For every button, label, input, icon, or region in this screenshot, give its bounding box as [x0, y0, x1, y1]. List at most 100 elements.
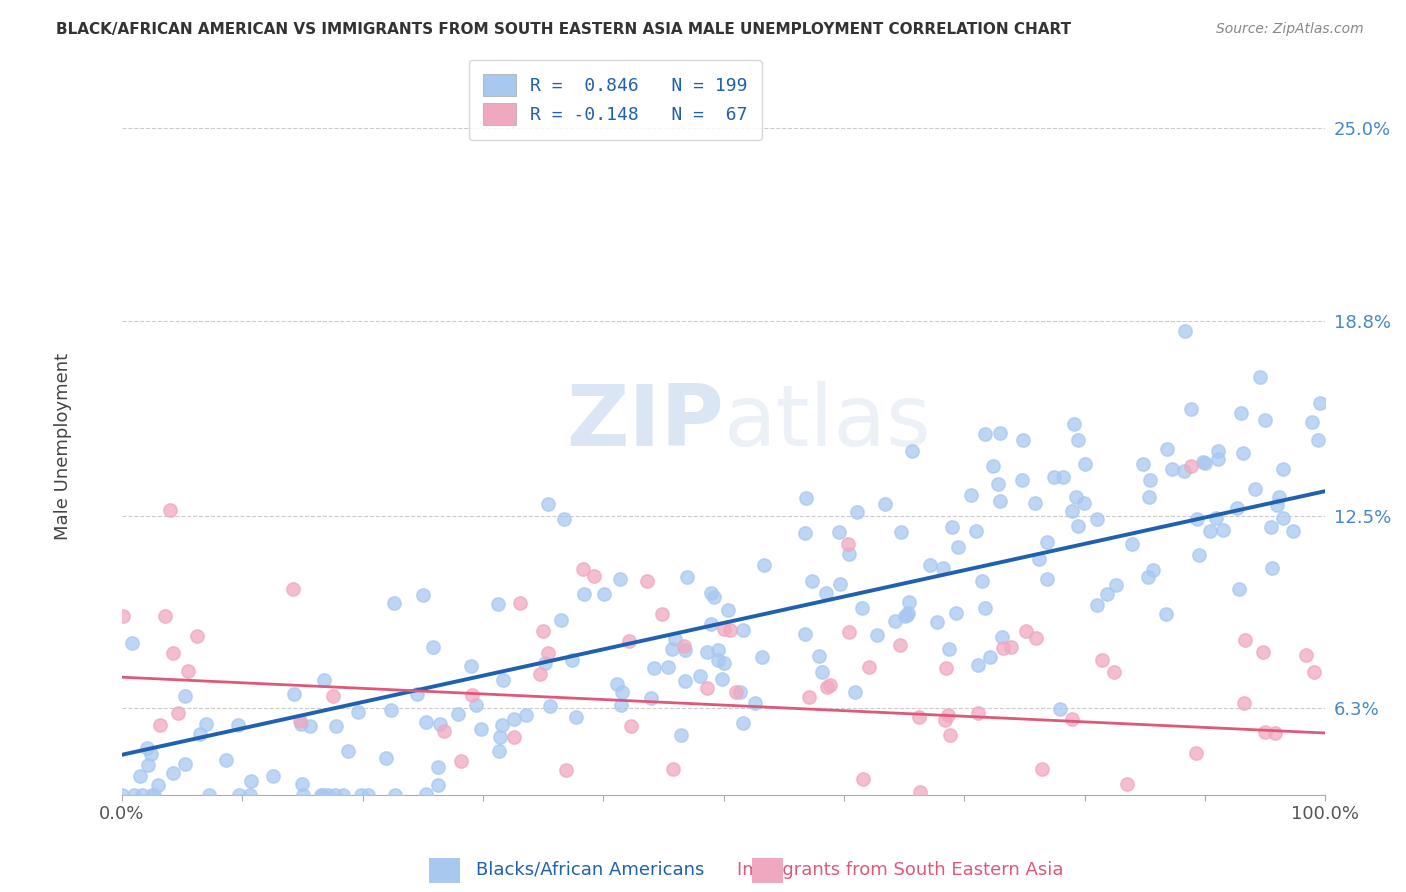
- Point: [536, 497, 558, 511]
- Point: [124, 788, 146, 802]
- Point: [718, 624, 741, 638]
- Point: [502, 712, 524, 726]
- Point: [696, 645, 718, 659]
- Point: [865, 628, 887, 642]
- Point: [700, 617, 723, 632]
- Point: [717, 602, 740, 616]
- Point: [509, 596, 531, 610]
- Point: [141, 788, 163, 802]
- Point: [794, 491, 817, 505]
- Point: [1060, 504, 1083, 518]
- Point: [988, 494, 1011, 508]
- Point: [609, 698, 631, 712]
- Point: [1232, 446, 1254, 460]
- Point: [239, 788, 262, 802]
- Point: [890, 524, 912, 539]
- Point: [988, 426, 1011, 441]
- Point: [744, 696, 766, 710]
- Point: [672, 639, 695, 653]
- Point: [873, 497, 896, 511]
- Text: ZIP: ZIP: [567, 382, 724, 465]
- Point: [643, 660, 665, 674]
- Point: [1271, 510, 1294, 524]
- Point: [215, 753, 238, 767]
- Point: [981, 458, 1004, 473]
- Point: [815, 586, 838, 600]
- Point: [291, 788, 314, 802]
- Point: [1174, 324, 1197, 338]
- Point: [554, 763, 576, 777]
- Point: [384, 788, 406, 802]
- Point: [534, 656, 557, 670]
- Point: [186, 629, 208, 643]
- Point: [565, 709, 588, 723]
- Point: [283, 687, 305, 701]
- Point: [1244, 482, 1267, 496]
- Point: [1301, 415, 1323, 429]
- Point: [1142, 563, 1164, 577]
- Point: [797, 690, 820, 704]
- Point: [1024, 496, 1046, 510]
- Point: [651, 607, 673, 621]
- Point: [136, 758, 159, 772]
- Point: [640, 690, 662, 705]
- Point: [671, 729, 693, 743]
- Text: atlas: atlas: [724, 382, 932, 465]
- Point: [1116, 777, 1139, 791]
- Point: [696, 681, 718, 696]
- Point: [426, 760, 449, 774]
- Point: [1205, 510, 1227, 524]
- Point: [1198, 524, 1220, 539]
- Point: [571, 561, 593, 575]
- Point: [350, 788, 373, 802]
- Point: [1074, 457, 1097, 471]
- Point: [1226, 501, 1249, 516]
- Point: [198, 788, 221, 802]
- Point: [337, 744, 360, 758]
- Point: [987, 477, 1010, 491]
- Point: [288, 714, 311, 728]
- Point: [731, 624, 754, 638]
- Point: [852, 772, 875, 786]
- Point: [146, 778, 169, 792]
- Point: [838, 547, 860, 561]
- Point: [794, 627, 817, 641]
- Point: [572, 587, 595, 601]
- Point: [811, 665, 834, 680]
- Point: [897, 595, 920, 609]
- Point: [1249, 370, 1271, 384]
- Point: [1067, 434, 1090, 448]
- Point: [1067, 519, 1090, 533]
- Point: [322, 690, 344, 704]
- Point: [818, 678, 841, 692]
- Point: [808, 649, 831, 664]
- Point: [538, 699, 561, 714]
- Point: [1173, 464, 1195, 478]
- Point: [291, 777, 314, 791]
- Point: [1194, 456, 1216, 470]
- Point: [838, 625, 860, 640]
- Point: [967, 706, 990, 720]
- Point: [844, 685, 866, 699]
- Point: [675, 570, 697, 584]
- Point: [752, 558, 775, 572]
- Point: [1254, 413, 1277, 427]
- Text: Male Unemployment: Male Unemployment: [55, 352, 72, 540]
- Point: [155, 609, 177, 624]
- Point: [1156, 607, 1178, 621]
- Point: [979, 650, 1001, 665]
- Point: [1234, 633, 1257, 648]
- Point: [1264, 726, 1286, 740]
- Point: [713, 657, 735, 671]
- Point: [837, 537, 859, 551]
- Point: [815, 680, 838, 694]
- Point: [1043, 470, 1066, 484]
- Point: [828, 577, 851, 591]
- Point: [828, 524, 851, 539]
- Point: [1308, 433, 1330, 447]
- Point: [316, 788, 339, 802]
- Point: [491, 717, 513, 731]
- Point: [426, 778, 449, 792]
- Point: [162, 646, 184, 660]
- Point: [1012, 433, 1035, 447]
